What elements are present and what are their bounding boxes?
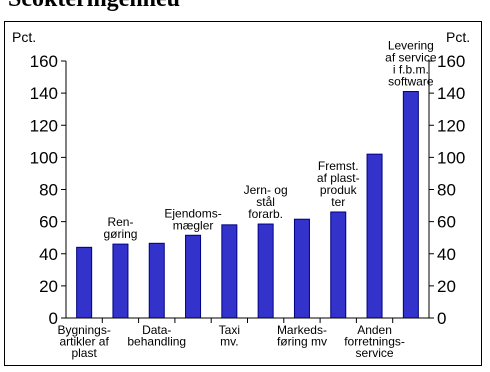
y-tick-label-left: 40 — [39, 245, 58, 264]
y-tick-label-right: 80 — [437, 181, 456, 200]
y-tick-label-right: 0 — [437, 309, 446, 328]
chart-frame — [4, 21, 482, 366]
y-axis-left: 0 20 40 60 80 100 120 140 160 — [30, 52, 67, 328]
bar — [221, 224, 238, 319]
bar — [402, 91, 419, 319]
y-tick-label-left: 100 — [30, 148, 58, 167]
y-tick-label-left: 160 — [30, 52, 58, 71]
y-tick-label-left: 60 — [39, 213, 58, 232]
bar-series — [76, 91, 419, 319]
y-tick-label-right: 60 — [437, 213, 456, 232]
x-axis — [66, 317, 429, 323]
category-label: Data-behandling — [127, 323, 186, 349]
y-axis-label-left: Pct. — [12, 29, 36, 45]
category-label: Anden forretnings-service — [344, 323, 405, 360]
y-tick-label-left: 120 — [30, 116, 58, 135]
bar — [330, 211, 347, 319]
bar — [148, 242, 165, 319]
y-axis-label-right: Pct. — [446, 29, 470, 45]
bar — [366, 153, 383, 319]
bar-top-label: Fremst. af plast-produk ter — [317, 159, 360, 209]
bar-top-label: Ejendoms-mægler — [164, 206, 221, 232]
y-tick-label-right: 40 — [437, 245, 456, 264]
bar — [185, 234, 202, 319]
bar — [257, 223, 274, 319]
y-tick-label-left: 80 — [39, 181, 58, 200]
y-axis-right: 0 20 40 60 80 100 120 140 160 — [428, 52, 465, 328]
bar — [112, 243, 129, 319]
y-tick-label-left: 20 — [39, 277, 58, 296]
bar-top-label: Levering af service i f.b.m. software — [385, 39, 437, 89]
category-labels: Bygnings-artikler af plast Data-behandling… — [57, 323, 404, 360]
y-tick-label-right: 120 — [437, 116, 465, 135]
y-tick-label-left: 0 — [49, 309, 58, 328]
bar — [293, 218, 310, 319]
category-label: Markeds-føring mv — [277, 323, 327, 349]
bar-top-label: Ren-gøring — [103, 215, 137, 241]
y-tick-label-right: 100 — [437, 148, 465, 167]
y-tick-label-right: 160 — [437, 52, 465, 71]
y-tick-label-left: 140 — [30, 84, 58, 103]
y-tick-label-right: 140 — [437, 84, 465, 103]
bar — [76, 246, 93, 319]
bar-top-label: Jern- og stål forarb. — [244, 183, 288, 221]
category-label: Taxi mv. — [219, 323, 240, 349]
category-label: Bygnings-artikler af plast — [57, 323, 110, 360]
bar-top-labels: Ren-gøring Ejendoms-mægler Jern- og stål for… — [103, 39, 436, 242]
page-heading: Scokteringenheu — [8, 0, 180, 13]
y-tick-label-right: 20 — [437, 277, 456, 296]
